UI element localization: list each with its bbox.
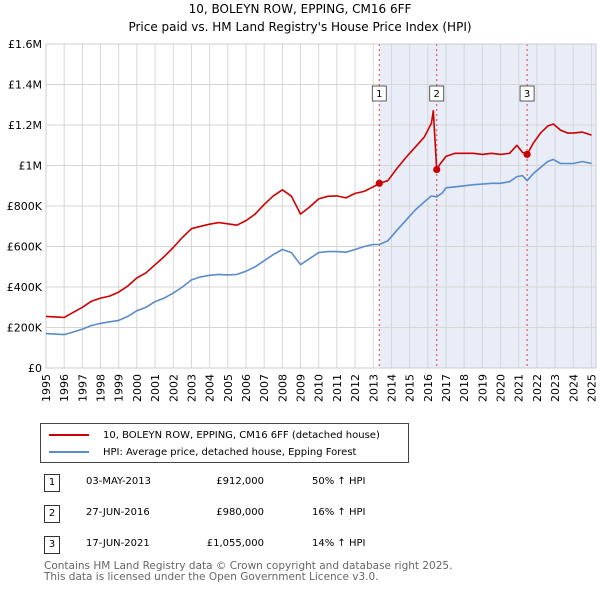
price-chart: 1 2 3 £0 £200K £400K £600K £800K £1M £1.2M £1.4M £1… bbox=[7, 38, 599, 402]
x-tick-label: 1998 bbox=[95, 374, 108, 402]
legend-label-property: 10, BOLEYN ROW, EPPING, CM16 6FF (detach… bbox=[103, 429, 380, 441]
sale-label-box bbox=[429, 85, 445, 102]
x-tick-label: 1995 bbox=[40, 374, 53, 402]
sale-number-badge: 3 bbox=[44, 536, 60, 554]
y-tick-label: £600K bbox=[7, 241, 43, 254]
x-tick-label: 2004 bbox=[204, 374, 217, 402]
sale-number-badge: 2 bbox=[44, 505, 60, 523]
x-tick-label: 2008 bbox=[276, 374, 289, 402]
chart-legend: 10, BOLEYN ROW, EPPING, CM16 6FF (detach… bbox=[40, 423, 409, 463]
legend-item-property: 10, BOLEYN ROW, EPPING, CM16 6FF (detach… bbox=[49, 427, 380, 443]
x-tick-label: 2000 bbox=[131, 374, 144, 402]
x-tick-label: 2020 bbox=[495, 374, 508, 402]
y-tick-label: £1M bbox=[19, 160, 43, 173]
y-tick-label: £400K bbox=[7, 281, 43, 294]
chart-subtitle: Price paid vs. HM Land Registry's House … bbox=[128, 20, 472, 34]
x-tick-label: 2022 bbox=[531, 374, 544, 402]
x-tick-label: 2016 bbox=[422, 374, 435, 402]
x-tick-label: 2013 bbox=[367, 374, 380, 402]
x-tick-label: 2003 bbox=[185, 374, 198, 402]
x-tick-label: 2001 bbox=[149, 374, 162, 402]
x-tick-label: 2011 bbox=[331, 374, 344, 402]
series-line bbox=[45, 158, 592, 336]
sale-number-badge: 1 bbox=[44, 474, 60, 492]
sale-point bbox=[375, 179, 383, 187]
sale-date: 17-JUN-2021 bbox=[86, 538, 150, 549]
sale-date: 27-JUN-2016 bbox=[86, 507, 150, 518]
sale-price: £912,000 bbox=[216, 476, 264, 487]
y-tick-label: £800K bbox=[7, 200, 43, 213]
x-tick-label: 2014 bbox=[385, 374, 398, 402]
legend-item-hpi: HPI: Average price, detached house, Eppi… bbox=[49, 444, 356, 460]
sale-point bbox=[523, 150, 531, 158]
plot-frame bbox=[45, 43, 597, 369]
y-tick-label: £1.6M bbox=[8, 38, 42, 51]
x-tick-label: 2018 bbox=[458, 374, 471, 402]
attribution-footer: Contains HM Land Registry data © Crown c… bbox=[44, 561, 452, 583]
x-tick-label: 2009 bbox=[295, 374, 308, 402]
sale-hpi-change: 14% ↑ HPI bbox=[312, 538, 366, 549]
x-tick-label: 2025 bbox=[585, 374, 598, 402]
legend-label-hpi: HPI: Average price, detached house, Eppi… bbox=[103, 446, 357, 458]
x-tick-label: 1996 bbox=[58, 374, 71, 402]
x-tick-label: 2012 bbox=[349, 374, 362, 402]
x-tick-label: 2017 bbox=[440, 374, 453, 402]
x-tick-label: 2007 bbox=[258, 374, 271, 402]
y-tick-label: £1.4M bbox=[8, 79, 42, 92]
x-tick-label: 2015 bbox=[404, 374, 417, 402]
x-tick-label: 2024 bbox=[567, 374, 580, 402]
sale-hpi-change: 16% ↑ HPI bbox=[312, 507, 366, 518]
x-tick-label: 2002 bbox=[167, 374, 180, 402]
sale-point bbox=[433, 165, 441, 174]
sale-label-number: 3 bbox=[524, 89, 530, 100]
x-tick-label: 2021 bbox=[513, 374, 526, 402]
sale-date: 03-MAY-2013 bbox=[86, 476, 152, 487]
x-tick-label: 1997 bbox=[76, 374, 89, 402]
y-tick-label: £1.2M bbox=[8, 119, 42, 132]
footer-line: Contains HM Land Registry data © Crown c… bbox=[44, 560, 453, 572]
x-tick-label: 2005 bbox=[222, 374, 235, 402]
footer-line: This data is licensed under the Open Gov… bbox=[44, 571, 379, 583]
series-line bbox=[45, 110, 592, 319]
x-tick-label: 2006 bbox=[240, 374, 253, 402]
sale-label-box bbox=[519, 85, 535, 102]
sale-label-number: 2 bbox=[434, 89, 440, 100]
legend-swatch-property bbox=[49, 434, 89, 436]
chart-title: 10, BOLEYN ROW, EPPING, CM16 6FF bbox=[188, 2, 412, 16]
x-tick-label: 2010 bbox=[313, 374, 326, 402]
x-tick-label: 2019 bbox=[476, 374, 489, 402]
y-tick-label: £0 bbox=[28, 362, 42, 375]
sale-price: £1,055,000 bbox=[206, 538, 264, 549]
x-tick-label: 2023 bbox=[549, 374, 562, 402]
sale-price: £980,000 bbox=[216, 507, 264, 518]
y-tick-label: £200K bbox=[7, 322, 43, 335]
sale-hpi-change: 50% ↑ HPI bbox=[312, 476, 366, 487]
sale-label-number: 1 bbox=[376, 89, 382, 100]
legend-swatch-hpi bbox=[49, 451, 89, 453]
sale-label-box bbox=[371, 85, 387, 102]
x-tick-label: 1999 bbox=[113, 374, 126, 402]
